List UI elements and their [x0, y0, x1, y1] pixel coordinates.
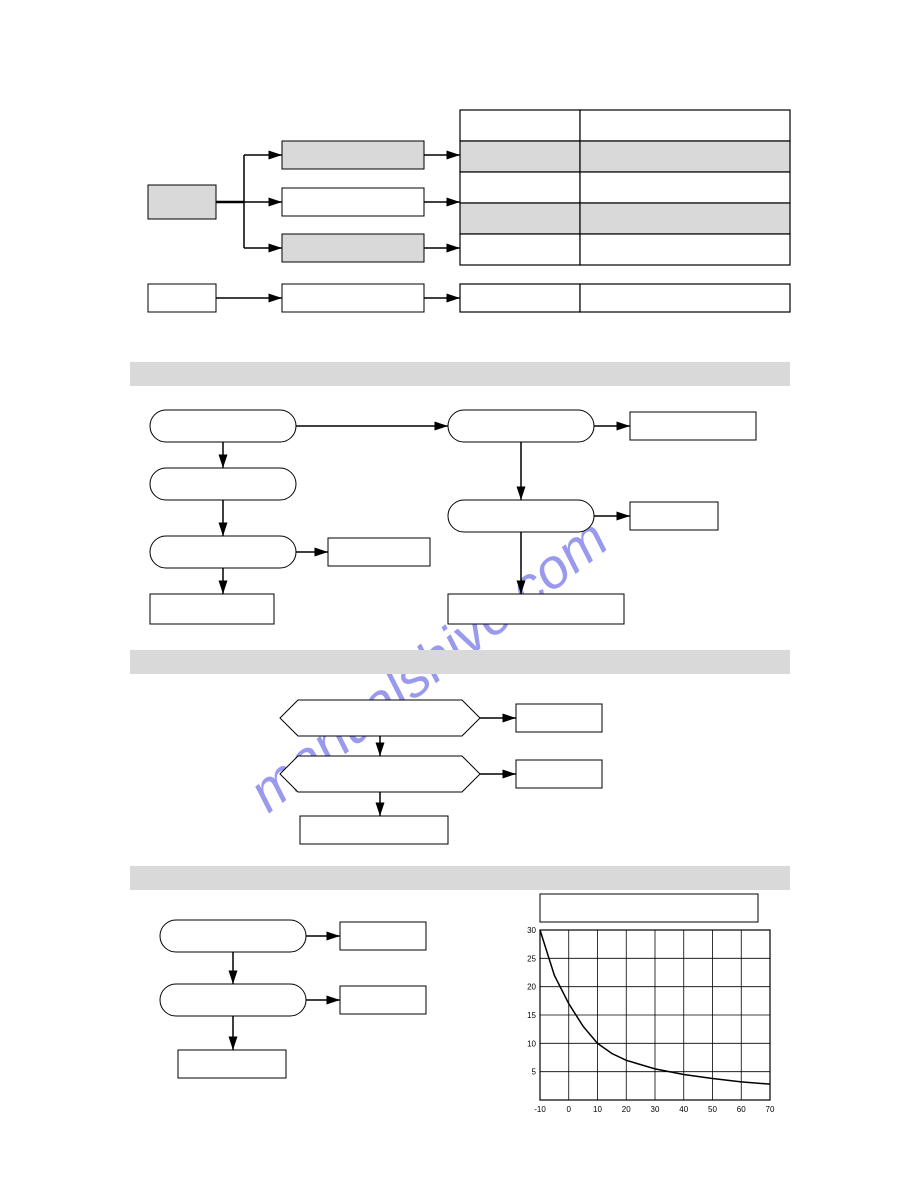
svg-text:70: 70	[766, 1105, 775, 1114]
svg-text:20: 20	[622, 1105, 631, 1114]
svg-text:30: 30	[527, 926, 536, 935]
svg-text:-10: -10	[534, 1105, 546, 1114]
diagram-canvas: manualshive.com-100102030405060705101520…	[0, 0, 918, 1188]
svg-text:50: 50	[708, 1105, 717, 1114]
svg-text:60: 60	[737, 1105, 746, 1114]
svg-text:25: 25	[527, 954, 536, 963]
svg-text:10: 10	[527, 1039, 536, 1048]
svg-text:10: 10	[593, 1105, 602, 1114]
svg-text:40: 40	[679, 1105, 688, 1114]
svg-text:0: 0	[567, 1105, 572, 1114]
svg-text:5: 5	[532, 1068, 537, 1077]
svg-text:30: 30	[651, 1105, 660, 1114]
svg-text:20: 20	[527, 983, 536, 992]
svg-text:15: 15	[527, 1011, 536, 1020]
